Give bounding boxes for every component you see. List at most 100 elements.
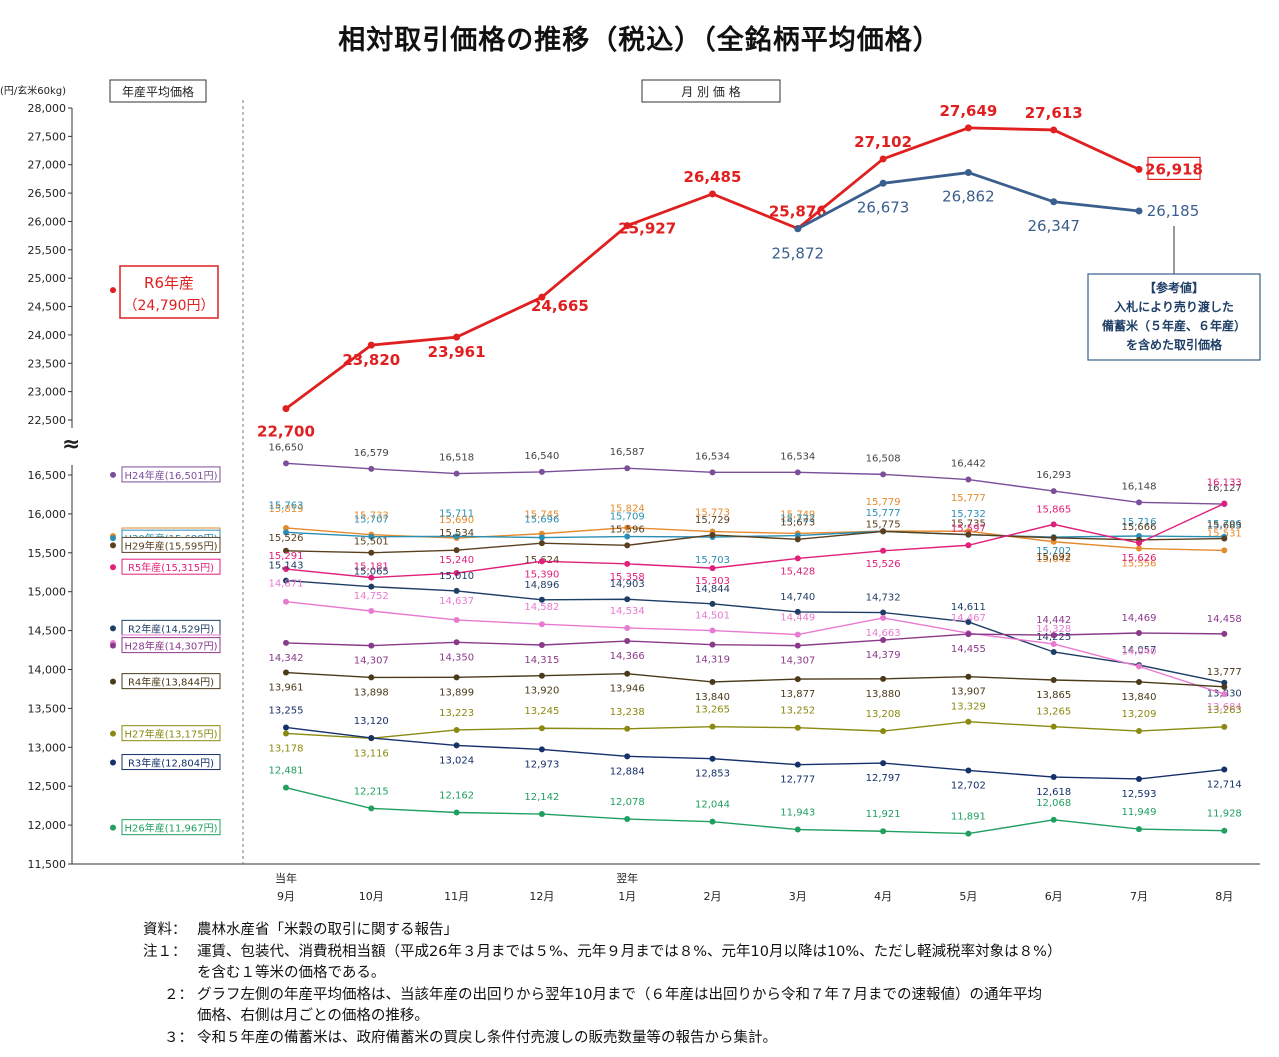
data-label: 13,024	[439, 755, 474, 766]
data-label: 13,265	[1036, 707, 1071, 718]
annual-point	[110, 678, 116, 685]
data-label: 15,501	[354, 537, 389, 548]
data-label: 11,943	[780, 808, 815, 819]
x-tick-label: 5月	[959, 890, 977, 903]
annual-point	[110, 287, 116, 294]
data-label: 14,611	[951, 602, 986, 613]
data-point	[794, 631, 801, 638]
note-label: ２：	[164, 986, 193, 1003]
data-point	[283, 730, 289, 737]
y-tick-label: 14,500	[28, 625, 67, 638]
data-label: 15,777	[866, 508, 901, 519]
data-label: 14,458	[1207, 614, 1242, 625]
data-label: 13,252	[780, 706, 815, 717]
data-point	[368, 549, 375, 556]
data-point	[1135, 165, 1143, 173]
y-tick-label: 25,000	[28, 272, 67, 285]
data-label: 12,777	[780, 775, 815, 786]
data-label: 15,642	[1036, 554, 1071, 565]
data-point	[1050, 534, 1057, 541]
data-label: 13,840	[695, 692, 730, 703]
data-point	[794, 826, 801, 833]
data-point	[709, 469, 716, 476]
data-point	[794, 555, 801, 562]
annual-legend-label: R5年産(15,315円)	[128, 561, 214, 574]
r6-data-label: 24,665	[531, 297, 589, 315]
data-label: 15,729	[695, 515, 730, 526]
data-label: 13,961	[269, 683, 304, 694]
data-label: 15,428	[780, 566, 815, 577]
note-row: ３： 令和５年産の備蓄米は、政府備蓄米の買戻し条件付売渡しの販売数量等の報告から集…	[143, 1028, 1061, 1050]
footnotes: 資料： 農林水産省「米穀の取引に関する報告」 注１： 運賃、包装代、消費税相当額（平…	[143, 920, 1061, 1049]
data-label: 15,181	[354, 562, 389, 573]
y-tick-label: 23,500	[28, 357, 67, 370]
data-point	[538, 540, 545, 547]
data-label: 14,534	[610, 606, 645, 617]
data-point	[453, 616, 460, 623]
data-label: 16,127	[1207, 483, 1242, 494]
data-label: 15,696	[524, 515, 559, 526]
annual-point	[110, 824, 116, 831]
data-label: 11,928	[1207, 809, 1242, 820]
data-label: 15,819	[269, 504, 304, 515]
annual-legend-label: R3年産(12,804円)	[128, 757, 214, 770]
data-point	[368, 674, 375, 681]
reference-data-label: 26,862	[942, 188, 995, 206]
annual-point	[110, 535, 116, 542]
data-point	[965, 618, 972, 625]
data-point	[538, 558, 545, 565]
data-label: 12,162	[439, 790, 474, 801]
data-label: 15,732	[951, 509, 986, 520]
data-label: 14,307	[780, 656, 815, 667]
x-top-label: 翌年	[616, 871, 638, 885]
price-trend-chart: 22,500 23,000 23,500 24,000 24,500 25,000 25,5…	[0, 79, 1261, 903]
data-label: 15,626	[1122, 553, 1157, 564]
data-point	[965, 531, 972, 538]
data-label: 12,884	[610, 766, 645, 777]
note-text: グラフ左側の年産平均価格は、当該年産の出回りから翌年10月まで（６年産は出回りか…	[197, 986, 1042, 1003]
r6-data-label: 27,613	[1025, 104, 1083, 122]
data-label: 14,057	[1122, 645, 1157, 656]
data-point	[1136, 545, 1142, 552]
y-tick-label: 12,500	[28, 780, 67, 793]
data-label: 15,749	[780, 509, 815, 520]
reference-data-label: 26,673	[857, 198, 910, 216]
data-label: 13,116	[354, 748, 389, 759]
y-tick-label: 13,500	[28, 702, 67, 715]
data-label: 16,540	[524, 451, 559, 462]
series-line	[285, 601, 1225, 695]
data-point	[368, 805, 375, 812]
y-tick-label: 24,000	[28, 329, 67, 342]
data-label: 14,455	[951, 644, 986, 655]
data-label: 15,240	[439, 555, 474, 566]
data-point	[709, 818, 716, 825]
data-label: 15,534	[439, 528, 474, 539]
annual-legend-label: H28年産(14,307円)	[124, 640, 217, 653]
data-point	[538, 641, 545, 648]
data-point	[709, 531, 716, 538]
annual-legend-box	[121, 466, 221, 483]
data-label: 14,379	[866, 650, 901, 661]
data-point	[964, 169, 972, 177]
note-row: ２： グラフ左側の年産平均価格は、当該年産の出回りから翌年10月まで（６年産は出回…	[143, 985, 1061, 1007]
data-point	[453, 533, 460, 540]
data-point	[453, 587, 460, 594]
data-label: 16,133	[1207, 478, 1242, 489]
r6-last-label: 26,918	[1145, 160, 1203, 178]
data-label: 15,716	[1122, 517, 1157, 528]
data-point	[1050, 521, 1057, 528]
data-point	[538, 534, 545, 541]
data-point	[1050, 488, 1057, 495]
data-label: 15,683	[1207, 521, 1242, 532]
series-line	[285, 632, 1225, 647]
data-label: 15,673	[780, 517, 815, 528]
data-label: 16,508	[866, 453, 901, 464]
data-point	[368, 734, 375, 741]
data-point	[965, 542, 972, 549]
data-point	[965, 767, 972, 774]
x-tick-label: 12月	[529, 890, 554, 903]
x-tick-label: 3月	[789, 890, 807, 903]
data-label: 14,467	[951, 613, 986, 624]
y-tick-label: 26,000	[28, 215, 67, 228]
data-point	[1221, 691, 1228, 698]
